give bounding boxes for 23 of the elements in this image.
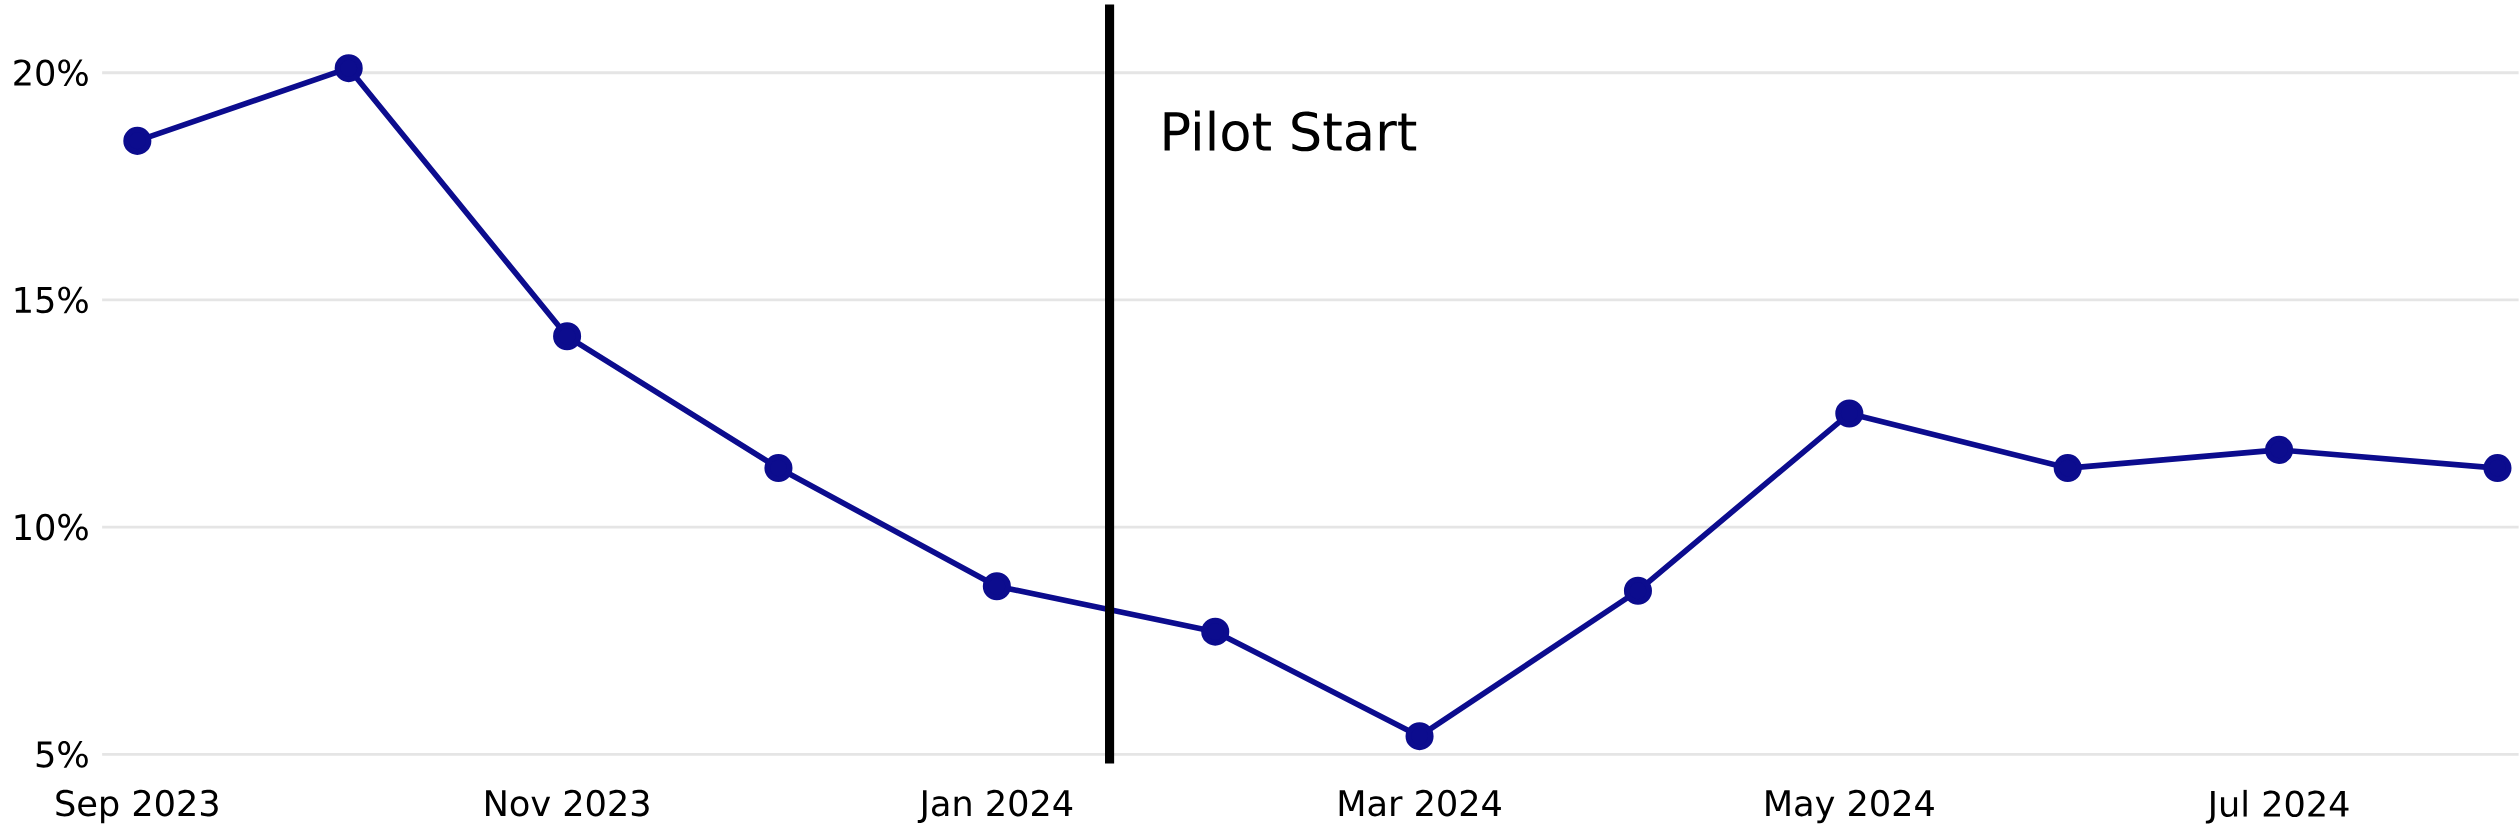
point bbox=[1835, 399, 1864, 428]
point bbox=[123, 126, 152, 155]
y-tick-label: 10% bbox=[15, 513, 88, 541]
x-tick-label: Mar 2024 bbox=[1339, 789, 1501, 817]
y-tick-label: 5% bbox=[36, 740, 88, 768]
y-tick-label: 15% bbox=[15, 286, 88, 314]
point bbox=[764, 453, 793, 482]
point bbox=[1405, 722, 1434, 751]
y-tick-label: 20% bbox=[14, 59, 88, 86]
x-tick-label: Jul 2024 bbox=[2205, 789, 2349, 824]
point bbox=[982, 572, 1011, 601]
point bbox=[2053, 453, 2082, 482]
x-tick-label: May 2024 bbox=[1766, 789, 1934, 824]
ref-line-label: Pilot Start bbox=[1164, 110, 1417, 152]
x-tick-label: Nov 2023 bbox=[486, 789, 649, 817]
point bbox=[553, 322, 582, 351]
point bbox=[2483, 453, 2512, 482]
x-tick-label: Jan 2024 bbox=[917, 789, 1073, 823]
point bbox=[2265, 435, 2294, 464]
point bbox=[1201, 617, 1230, 646]
x-tick-label: Sep 2023 bbox=[56, 789, 218, 824]
point bbox=[1623, 576, 1652, 605]
point bbox=[334, 54, 363, 83]
